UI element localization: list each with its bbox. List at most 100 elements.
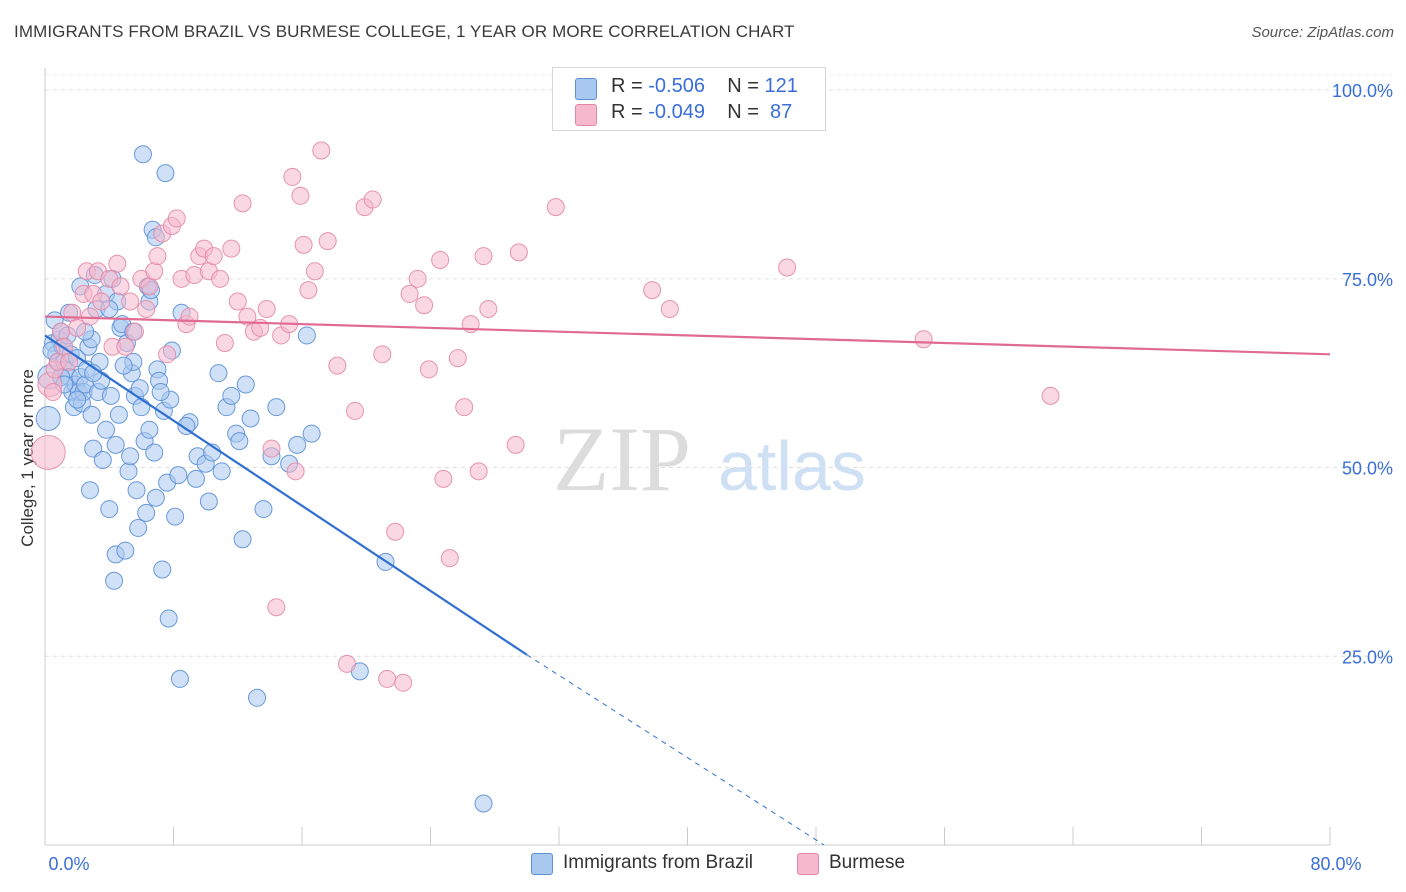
point-brazil [297,326,316,345]
point-burmese [455,398,474,417]
point-brazil [121,447,140,466]
point-brazil [109,405,128,424]
trendline-extension-brazil [526,654,825,846]
point-burmese [44,383,63,402]
point-burmese [346,401,365,420]
point-brazil [130,379,149,398]
point-burmese [479,300,498,319]
y-tick-label: 50.0% [1342,459,1393,479]
point-brazil [156,164,175,183]
point-brazil [132,398,151,417]
point-burmese [431,250,450,269]
point-burmese [328,356,347,375]
point-burmese [125,322,144,341]
point-brazil [248,688,267,707]
legend-r-label: R = [611,101,643,123]
point-brazil [230,432,249,451]
point-brazil [68,390,87,409]
point-burmese [108,254,127,273]
point-brazil [116,541,135,560]
point-burmese [378,669,397,688]
point-burmese [167,209,186,228]
point-brazil [93,451,112,469]
point-burmese [1041,386,1060,405]
point-brazil [105,571,124,590]
point-burmese [305,262,324,281]
point-brazil [209,364,228,383]
point-burmese [215,333,234,352]
point-burmese [238,307,257,326]
data-points [30,99,1060,813]
point-burmese [111,277,130,296]
point-brazil [254,500,273,519]
point-brazil [159,609,178,628]
point-burmese [68,318,87,337]
y-tick-label: 25.0% [1342,647,1393,667]
point-burmese [415,296,434,315]
point-brazil [114,356,133,375]
point-brazil [80,481,99,500]
legend-r-value-brazil: -0.506 [648,75,705,97]
point-burmese [643,281,662,300]
point-brazil [177,417,196,436]
trendline-brazil [44,334,528,656]
point-brazil [101,386,120,405]
point-burmese [660,300,679,319]
point-burmese [469,462,488,481]
point-burmese [299,281,318,300]
point-brazil [151,383,170,402]
point-burmese [509,243,528,262]
point-burmese [148,247,167,266]
bottom-legend-swatch-brazil [531,853,553,875]
bottom-legend-label-burmese: Burmese [829,852,906,873]
point-burmese [506,435,525,454]
point-brazil [35,405,61,431]
point-burmese [408,269,427,288]
point-burmese [318,232,337,251]
point-brazil [236,375,255,394]
point-burmese [474,247,493,266]
watermark-atlas: atlas [718,427,866,505]
point-brazil [222,386,241,405]
point-burmese [267,598,286,617]
point-brazil [166,507,185,526]
point-brazil [233,530,252,549]
point-burmese [257,300,276,319]
y-tick-label: 100.0% [1332,81,1393,101]
point-brazil [100,500,119,519]
trendlines [44,315,1331,846]
point-burmese [52,322,71,341]
point-burmese [60,352,79,371]
stats-legend: R = -0.506 N = 121 R = -0.049 N = 87 [552,67,826,131]
point-burmese [80,307,99,326]
point-brazil [212,462,231,481]
point-burmese [137,300,156,319]
point-burmese [116,337,135,356]
point-burmese [546,198,565,217]
point-brazil [199,492,218,511]
point-brazil [127,481,146,500]
point-burmese [294,235,313,254]
point-burmese [121,292,140,311]
point-brazil [288,435,307,454]
point-burmese [434,469,453,488]
point-brazil [146,488,165,507]
point-burmese [337,654,356,673]
point-brazil [137,503,156,522]
tick-labels: 25.0% 50.0% 75.0% 100.0% 0.0% 80.0% [48,81,1393,874]
legend-n-value-burmese: 87 [770,101,793,123]
point-burmese [394,673,413,692]
point-burmese [180,307,199,326]
bottom-legend-label-brazil: Immigrants from Brazil [563,852,754,873]
trendline-burmese [44,315,1331,356]
point-brazil [82,405,101,424]
point-burmese [914,330,933,349]
legend-n-value-brazil: 121 [764,75,798,97]
point-burmese [283,167,302,186]
point-burmese [222,239,241,258]
point-burmese [228,292,247,311]
point-brazil [129,518,148,537]
watermark-zip: ZIP [553,408,691,510]
point-burmese [440,549,459,568]
